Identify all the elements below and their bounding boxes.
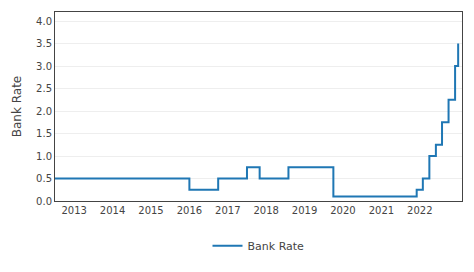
svg-text:2016: 2016 (177, 205, 202, 216)
svg-text:2017: 2017 (215, 205, 240, 216)
svg-text:Bank Rate: Bank Rate (10, 76, 24, 137)
svg-text:1.5: 1.5 (36, 128, 52, 139)
svg-text:2.5: 2.5 (36, 83, 52, 94)
svg-text:1.0: 1.0 (36, 151, 52, 162)
svg-text:2019: 2019 (292, 205, 317, 216)
svg-text:Bank Rate: Bank Rate (248, 240, 305, 253)
svg-text:2.0: 2.0 (36, 106, 52, 117)
svg-text:4.0: 4.0 (36, 16, 52, 27)
svg-text:2015: 2015 (138, 205, 163, 216)
svg-text:2014: 2014 (100, 205, 125, 216)
svg-text:2021: 2021 (369, 205, 394, 216)
svg-text:3.0: 3.0 (36, 61, 52, 72)
svg-text:2018: 2018 (253, 205, 278, 216)
svg-text:2020: 2020 (330, 205, 355, 216)
svg-text:3.5: 3.5 (36, 38, 52, 49)
svg-text:0.5: 0.5 (36, 173, 52, 184)
svg-text:0.0: 0.0 (36, 196, 52, 207)
svg-text:2013: 2013 (61, 205, 86, 216)
svg-text:2022: 2022 (407, 205, 432, 216)
